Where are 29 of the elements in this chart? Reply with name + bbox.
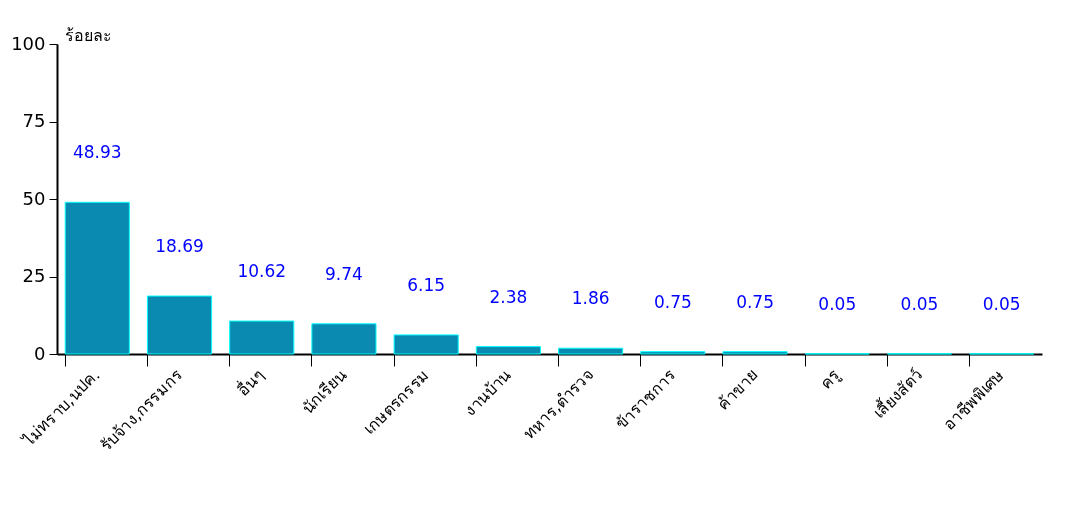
bar <box>64 201 130 355</box>
data-label: 6.15 <box>407 274 446 295</box>
data-label: 0.75 <box>653 291 692 312</box>
data-label: 2.38 <box>489 286 528 307</box>
bar <box>229 320 295 355</box>
bar <box>558 347 624 355</box>
data-label: 0.05 <box>818 293 857 314</box>
data-label: 10.62 <box>237 261 287 282</box>
y-tick-label: 25 <box>22 265 46 286</box>
data-label: 0.05 <box>900 293 939 314</box>
data-label: 18.69 <box>155 236 204 257</box>
bar <box>393 334 459 355</box>
bar <box>475 346 541 355</box>
data-label: 1.86 <box>571 288 610 309</box>
y-tick-label: 100 <box>11 32 46 54</box>
data-label: 48.93 <box>72 142 122 163</box>
y-axis-title: ร้อยละ <box>65 26 112 45</box>
bar <box>146 295 213 355</box>
x-tick-label: อื่นๆ <box>232 364 269 401</box>
y-tick-label: 50 <box>22 187 46 209</box>
data-label: 0.05 <box>982 293 1021 314</box>
x-tick-label: ครู <box>816 365 845 394</box>
bar <box>640 351 706 355</box>
bar <box>722 351 788 355</box>
data-label: 0.75 <box>736 291 774 312</box>
data-label: 9.74 <box>325 263 363 284</box>
y-tick-label: 0 <box>34 342 46 364</box>
bar <box>311 323 377 355</box>
y-tick-label: 75 <box>22 110 46 131</box>
